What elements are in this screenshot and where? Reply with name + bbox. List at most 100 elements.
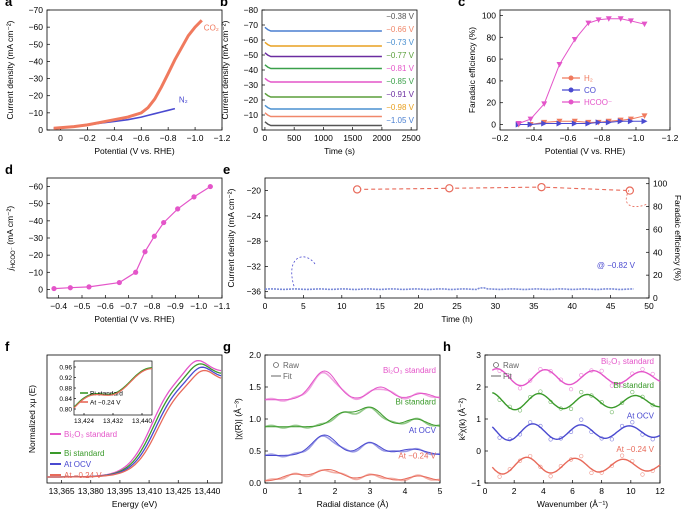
data-point xyxy=(571,36,578,43)
y-tick-label: −30 xyxy=(244,80,259,90)
raw-legend-marker xyxy=(273,362,279,368)
x-tick-label: 3 xyxy=(368,486,373,496)
data-point xyxy=(556,62,563,68)
data-point xyxy=(617,16,624,22)
y-label-main: j xyxy=(5,267,15,271)
inset-y-tick-label: 0.84 xyxy=(59,396,72,403)
data-point xyxy=(142,249,148,255)
series-label: At −0.24 V xyxy=(616,445,654,454)
fit-curve xyxy=(491,423,661,442)
axis-pointer-right xyxy=(626,189,648,208)
raw-point xyxy=(507,374,512,379)
y-tick-label: −30 xyxy=(29,74,44,84)
raw-point xyxy=(650,468,655,473)
data-point xyxy=(556,120,563,127)
raw-legend-entry: Raw xyxy=(283,361,299,370)
series-label: −0.91 V xyxy=(386,90,414,99)
legend-entry: At −0.24 V xyxy=(64,471,102,480)
y-axis-label: Current density (mA cm⁻²) xyxy=(226,188,236,287)
raw-point xyxy=(568,457,574,462)
raw-point xyxy=(599,436,604,441)
raw-point xyxy=(558,464,563,469)
panel-letter: e xyxy=(223,162,230,177)
legend-entry: Bi₂O₃ standard xyxy=(64,430,117,439)
series-label: Bi₂O₃ standard xyxy=(383,366,436,375)
data-point xyxy=(641,21,648,28)
inset-frame xyxy=(73,360,153,416)
xanes-curve xyxy=(47,369,222,478)
raw-point xyxy=(609,383,614,388)
x-axis-label: Potential (V vs. RHE) xyxy=(94,314,174,324)
raw-curve xyxy=(264,435,441,458)
y-tick-label: −50 xyxy=(29,199,44,209)
raw-point xyxy=(650,371,655,377)
y2-tick-label: 100 xyxy=(653,179,667,189)
series-label: −0.38 V xyxy=(386,12,414,21)
y-tick-label: −30 xyxy=(29,233,44,243)
x-tick-label: −0.2 xyxy=(492,133,509,143)
raw-point xyxy=(548,474,553,479)
data-point xyxy=(585,20,592,27)
y-tick-label: 1.0 xyxy=(249,414,261,424)
x-tick-label: −0.8 xyxy=(160,133,177,143)
fit-curve xyxy=(265,370,441,401)
raw-point xyxy=(579,454,584,459)
y-tick-label: −60 xyxy=(244,35,259,45)
y-tick-label: 3 xyxy=(476,350,481,360)
y-tick-label: −70 xyxy=(244,20,259,30)
series-label: −1.05 V xyxy=(386,116,414,125)
y-tick-label: −32 xyxy=(247,261,262,271)
raw-point xyxy=(548,369,553,374)
y-tick-label: −1 xyxy=(471,478,481,488)
series-label: Bi standard xyxy=(614,381,654,390)
raw-point xyxy=(507,437,512,442)
data-point xyxy=(571,118,578,125)
data-point xyxy=(605,16,612,22)
raw-point xyxy=(528,378,533,383)
raw-point xyxy=(497,368,502,373)
panel-d: d −0.4 −0.5 −0.6 −0.7 −0.8 −0.9 −1.0 −1.1 0 −10 −20… xyxy=(5,162,231,324)
x-tick-label: −1.0 xyxy=(628,133,645,143)
data-point xyxy=(175,206,181,212)
raw-point xyxy=(589,470,594,476)
y-tick-label: 0 xyxy=(38,125,43,135)
series-label: At −0.24 V xyxy=(398,452,436,461)
series-label: −0.77 V xyxy=(386,51,414,60)
data-point xyxy=(617,118,624,125)
panel-letter: b xyxy=(220,0,228,9)
data-point xyxy=(605,119,612,126)
potential-annotation: @ −0.82 V xyxy=(597,261,636,270)
y-tick-label: 0 xyxy=(491,120,496,130)
x-tick-label: −1.2 xyxy=(214,133,231,143)
x-tick-label: 1 xyxy=(298,486,303,496)
x-tick-label: 13,440 xyxy=(194,486,220,496)
data-point xyxy=(627,18,634,24)
y-tick-label: 80 xyxy=(487,32,497,42)
y2-tick-label: 60 xyxy=(653,224,663,234)
y-tick-label: −10 xyxy=(29,267,44,277)
y-tick-label: 40 xyxy=(487,76,497,86)
raw-point xyxy=(630,371,635,376)
x-tick-label: −1.2 xyxy=(662,133,679,143)
panel-b: b 0 500 1000 1500 2000 2500 0 −10 −20 −30 −40 −50 −60… xyxy=(220,0,421,156)
y-tick-label: −20 xyxy=(244,95,259,105)
x-tick-label: 15 xyxy=(375,301,385,311)
raw-point xyxy=(558,436,563,441)
raw-point xyxy=(640,432,645,437)
y-tick-label: 20 xyxy=(487,98,497,108)
x-tick-label: −0.2 xyxy=(79,133,96,143)
x-tick-label: 500 xyxy=(287,133,301,143)
fit-legend-entry: Fit xyxy=(283,372,293,381)
fe-point xyxy=(625,186,635,195)
y-tick-label: 100 xyxy=(482,10,496,20)
raw-point xyxy=(538,367,543,372)
series-line xyxy=(518,18,645,124)
x-tick-label: 35 xyxy=(529,301,539,311)
raw-point xyxy=(630,458,635,464)
data-point xyxy=(527,116,534,123)
x-tick-label: 0 xyxy=(263,486,268,496)
inset-x-tick-label: 13,432 xyxy=(103,418,123,425)
data-point xyxy=(541,120,548,127)
y-tick-label: −40 xyxy=(29,216,44,226)
raw-point xyxy=(650,437,655,442)
